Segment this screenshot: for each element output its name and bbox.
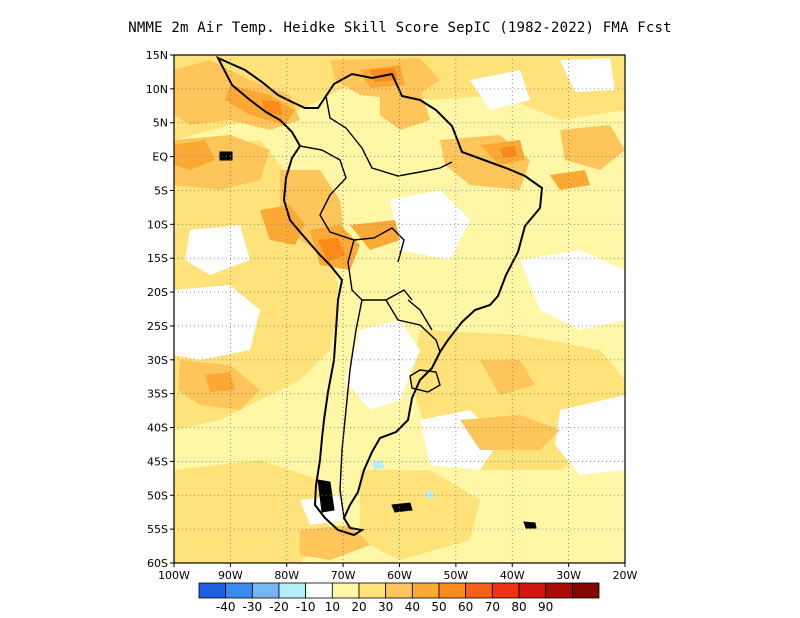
colorbar-label: -30	[243, 600, 263, 614]
colorbar-label: 10	[325, 600, 340, 614]
lat-tick-label: 55S	[147, 523, 168, 536]
lon-tick-label: 80W	[274, 569, 299, 582]
islands	[219, 151, 537, 529]
colorbar-label: -10	[296, 600, 316, 614]
colorbar-swatch	[545, 582, 573, 599]
lon-tick-label: 60W	[387, 569, 412, 582]
map-title: NMME 2m Air Temp. Heidke Skill Score Sep…	[128, 20, 672, 36]
colorbar-swatch	[571, 582, 600, 599]
lat-tick-label: EQ	[152, 151, 168, 164]
map-plot-area	[174, 55, 625, 563]
colorbar-swatch	[331, 582, 360, 599]
lat-tick-label: 60S	[147, 557, 168, 570]
colorbar-label: 90	[538, 600, 553, 614]
country-borders	[299, 95, 453, 519]
colorbar-label: 70	[485, 600, 500, 614]
colorbar-label: 40	[405, 600, 420, 614]
lon-axis: 100W 90W 80W 70W 60W 50W 40W 30W 20W	[158, 563, 638, 582]
colorbar-label: 30	[378, 600, 393, 614]
lon-tick-label: 100W	[158, 569, 190, 582]
colorbar-label: 60	[458, 600, 473, 614]
colorbar: -40 -30 -20 -10 10 20 30 40 50 60 70 80 90	[198, 582, 600, 614]
lat-tick-label: 45S	[147, 455, 168, 468]
colorbar-label: 80	[511, 600, 526, 614]
colorbar-swatch	[438, 582, 467, 599]
lon-tick-label: 40W	[500, 569, 525, 582]
lat-tick-label: 50S	[147, 489, 168, 502]
lat-tick-label: 10S	[147, 218, 168, 231]
lon-tick-label: 30W	[556, 569, 581, 582]
colorbar-label: 50	[431, 600, 446, 614]
colorbar-label: 20	[351, 600, 366, 614]
colorbar-label: -40	[216, 600, 236, 614]
lat-tick-label: 15N	[146, 49, 168, 62]
lat-tick-label: 30S	[147, 354, 168, 367]
colorbar-swatch	[411, 582, 440, 599]
lat-tick-label: 5S	[154, 184, 168, 197]
lat-tick-label: 25S	[147, 320, 168, 333]
lat-tick-label: 40S	[147, 422, 168, 435]
lon-tick-label: 90W	[218, 569, 243, 582]
lon-tick-label: 20W	[613, 569, 638, 582]
colorbar-swatch	[358, 582, 387, 599]
lat-tick-label: 20S	[147, 286, 168, 299]
colorbar-swatch	[491, 582, 520, 599]
lon-tick-label: 50W	[443, 569, 468, 582]
colorbar-swatch	[251, 582, 280, 599]
lat-tick-label: 10N	[146, 83, 168, 96]
skill-score-field	[174, 55, 625, 563]
colorbar-swatch	[305, 582, 333, 599]
colorbar-swatch	[385, 582, 413, 599]
lat-axis: 15N 10N 5N EQ 5S 10S 15S 20S 25S 30S 35S 40S 45S 50S 5…	[146, 49, 174, 570]
colorbar-swatch	[465, 582, 493, 599]
lat-tick-label: 15S	[147, 252, 168, 265]
colorbar-swatch	[225, 582, 253, 599]
lat-tick-label: 35S	[147, 388, 168, 401]
colorbar-label: -20	[269, 600, 289, 614]
lat-lon-grid	[174, 55, 625, 563]
lat-tick-label: 5N	[153, 117, 168, 130]
colorbar-swatch	[518, 582, 547, 599]
lon-tick-label: 70W	[331, 569, 356, 582]
colorbar-swatch	[278, 582, 307, 599]
colorbar-swatch	[198, 582, 227, 599]
